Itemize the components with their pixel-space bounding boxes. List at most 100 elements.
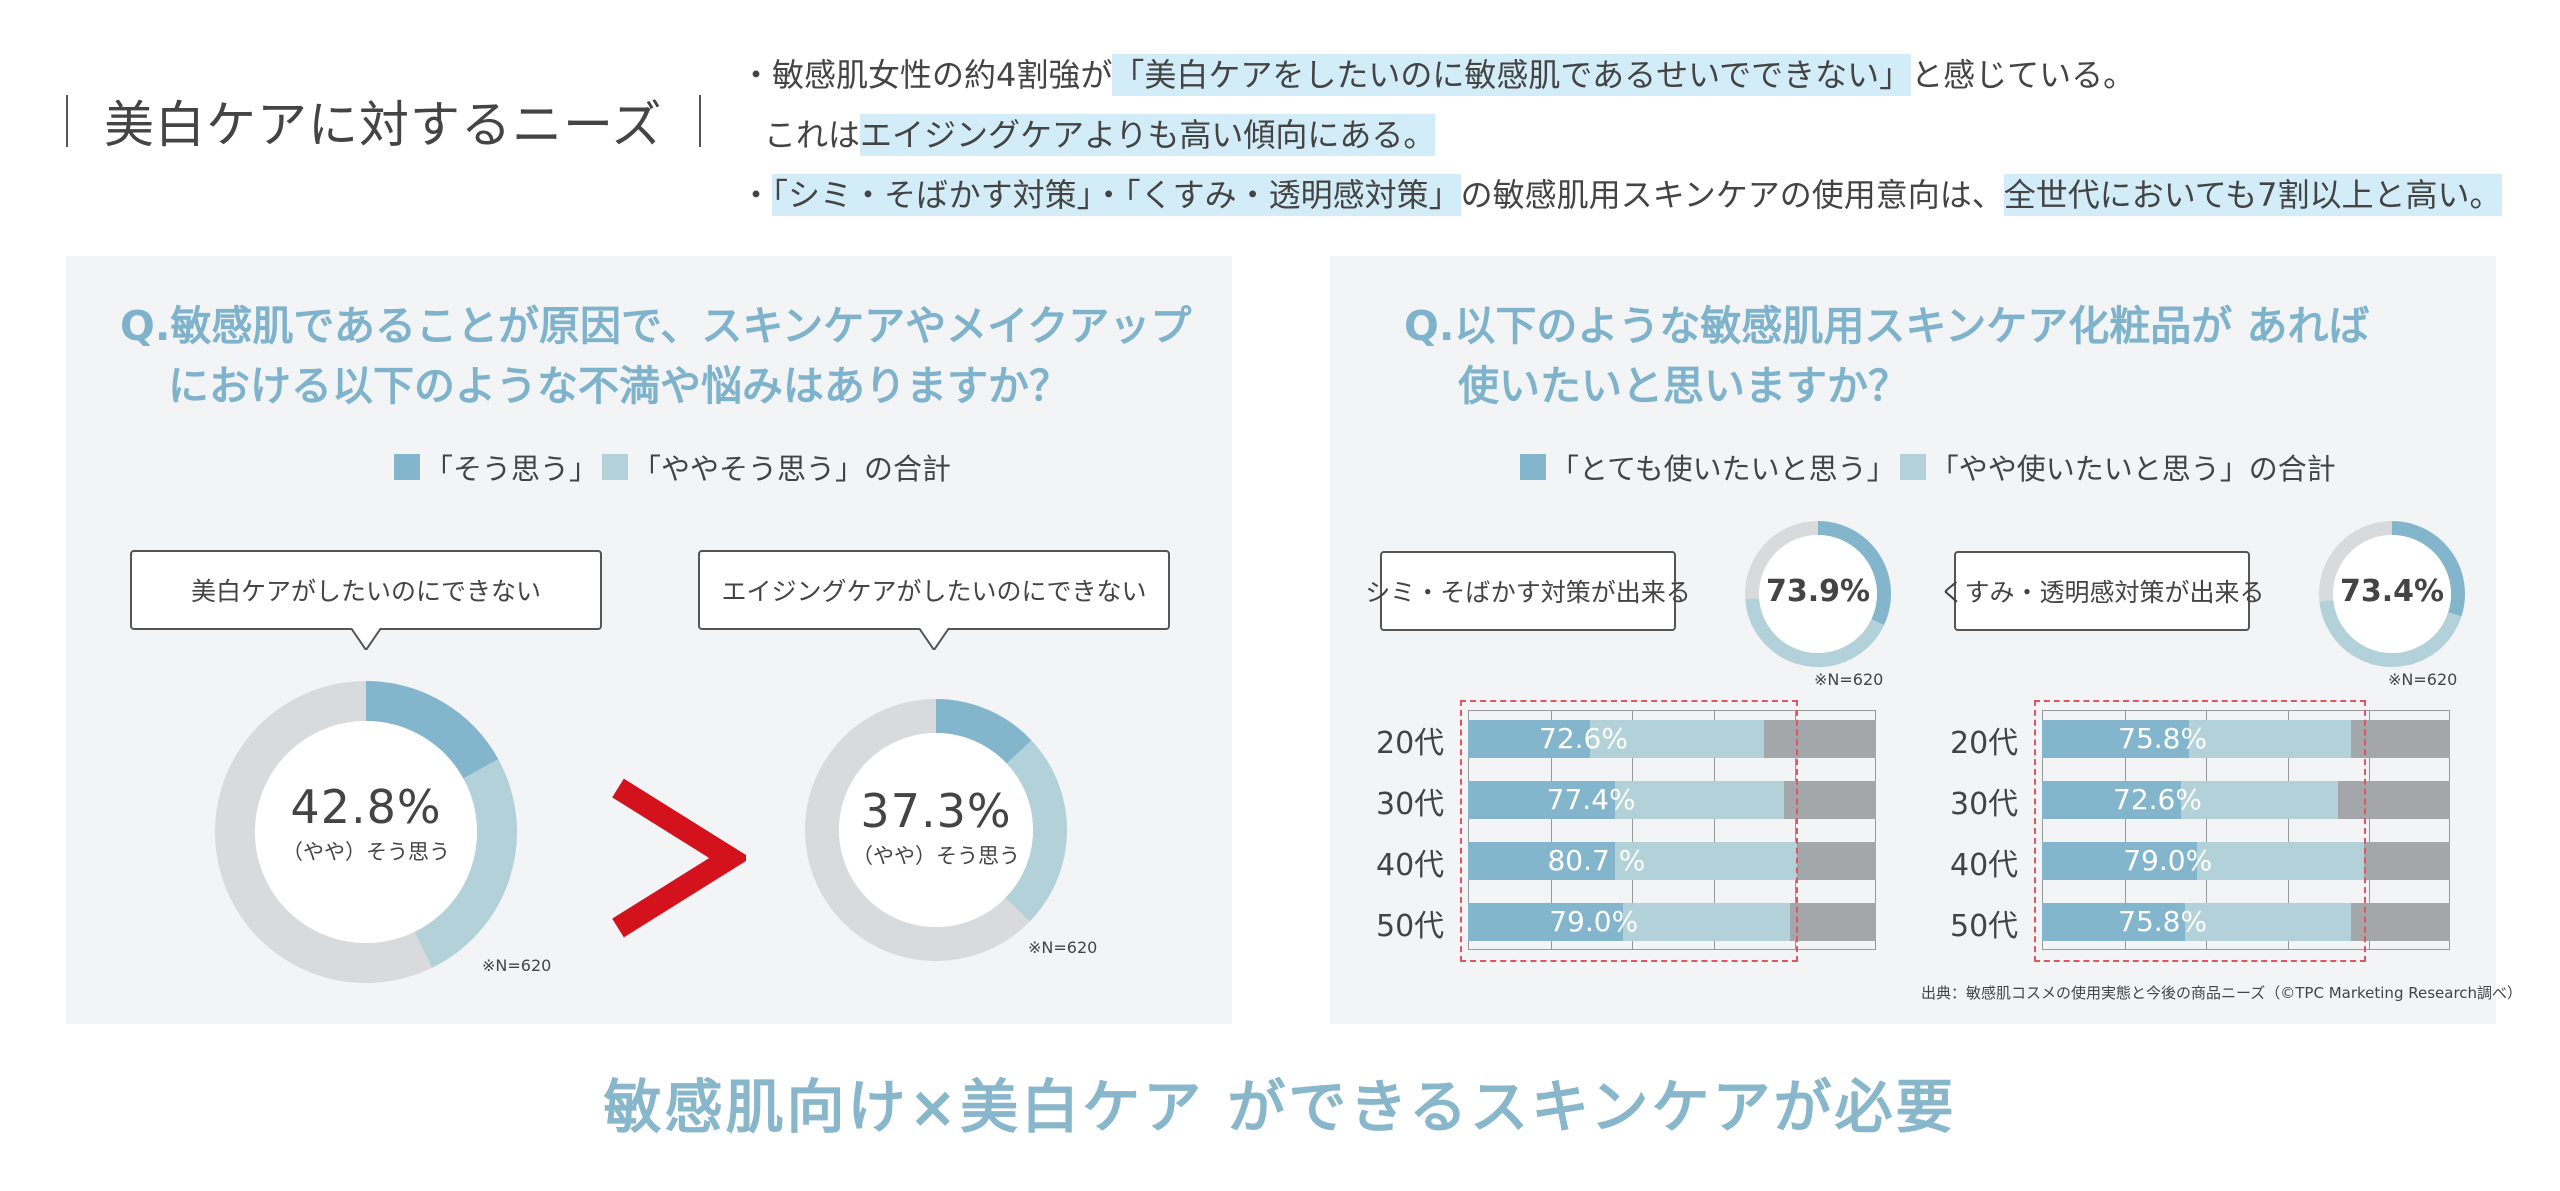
- bar-value-label: 72.6%: [2113, 783, 2202, 816]
- donut1-center: 42.8% （やや）そう思う: [266, 780, 466, 866]
- legend-label-light: 「ややそう思う」の合計: [632, 452, 952, 486]
- donut-slice-0: [935, 699, 1032, 764]
- bar-row: 75.8%: [2042, 903, 2450, 941]
- donut-slice-1: [1005, 740, 1067, 922]
- bar-segment: [2042, 720, 2189, 758]
- bullet-highlight: エイジングケアよりも高い傾向にある。: [860, 114, 1436, 156]
- right-question-line2: 使いたいと思いますか？: [1458, 362, 1909, 410]
- donut1-value: 42.8%: [290, 780, 442, 834]
- right-question: Q.以下のような敏感肌用スキンケア化粧品が あれば 使いたいと思いますか？: [1404, 296, 2369, 416]
- bar-gridline: [2124, 711, 2126, 949]
- bar-segment: [1468, 781, 1615, 819]
- bar-segment: [2184, 903, 2352, 941]
- bar-row: 79.0%: [1468, 903, 1876, 941]
- bar-row: 77.4%: [1468, 781, 1876, 819]
- bar-segment: [2338, 781, 2450, 819]
- bar-gridline: [2369, 711, 2371, 949]
- bar-segment: [1783, 781, 1876, 819]
- bar-segment: [1468, 720, 1591, 758]
- donut1-sub: （やや）そう思う: [282, 840, 450, 864]
- age-label: 50代: [1950, 909, 2019, 944]
- donut2-center: 37.3% （やや）そう思う: [836, 784, 1036, 870]
- donut-hole: [2333, 535, 2451, 653]
- donut-slice-1: [414, 759, 517, 968]
- greater-than-symbol: >: [606, 768, 746, 938]
- donut2-n-note: ※N=620: [1028, 938, 1098, 957]
- bar-value-label: 80.7 %: [1547, 844, 1646, 877]
- bullet-mark: ・: [740, 56, 773, 94]
- bar-segment: [2197, 842, 2365, 880]
- right-question-line1: Q.以下のような敏感肌用スキンケア化粧品が あれば: [1404, 302, 2370, 350]
- donut-slice-1: [1745, 597, 1885, 667]
- age-label: 30代: [1950, 787, 2019, 822]
- bar-grid: [1468, 710, 1876, 950]
- bullet-text: の敏感肌用スキンケアの使用意向は、: [1460, 176, 2004, 214]
- bullet-text: これは: [764, 116, 861, 154]
- bar-value-label: 75.8%: [2118, 905, 2208, 938]
- bar-value-label: 79.0%: [2123, 844, 2213, 877]
- bar-segment: [2351, 720, 2450, 758]
- bar-segment: [2042, 781, 2181, 819]
- title-text: 美白ケアに対するニーズ: [104, 96, 663, 154]
- bullet-highlight: 全世代においても7割以上と高い。: [2003, 174, 2502, 216]
- bar-segment: [1590, 720, 1765, 758]
- bar-gridline: [2206, 711, 2208, 949]
- donut-slice-0: [1817, 521, 1891, 626]
- callout-tail: [919, 628, 949, 650]
- legend-label-dark: 「とても使いたいと思う」: [1550, 452, 1896, 486]
- donut4-value: 73.4%: [2339, 574, 2445, 609]
- bullet-1b: これはエイジングケアよりも高い傾向にある。: [740, 105, 2502, 165]
- bar-row: 72.6%: [1468, 720, 1876, 758]
- right-panel: Q.以下のような敏感肌用スキンケア化粧品が あれば 使いたいと思いますか？ 「と…: [1330, 256, 2496, 1024]
- donut1-title: 美白ケアがしたいのにできない: [190, 577, 541, 606]
- legend-swatch-light: [602, 454, 629, 480]
- left-panel: Q.敏感肌であることが原因で、スキンケアやメイクアップ における以下のような不満…: [66, 256, 1232, 1024]
- donut-slice-2: [215, 681, 432, 983]
- summary-bullets: ・敏感肌女性の約4割強が「美白ケアをしたいのに敏感肌であるせいでできない」と感じ…: [740, 45, 2502, 225]
- bar-row: 79.0%: [2042, 842, 2450, 880]
- legend-label-light: 「やや使いたいと思う」の合計: [1929, 452, 2336, 486]
- age-label: 30代: [1376, 787, 1445, 822]
- bar-gridline: [2287, 711, 2289, 949]
- donut1-callout: 美白ケアがしたいのにできない: [130, 550, 602, 650]
- bar-segment: [2351, 903, 2450, 941]
- donut2-value: 37.3%: [860, 784, 1012, 838]
- bar-gridline: [1632, 711, 1634, 949]
- group1-label-text: シミ・そばかす対策が出来る: [1365, 578, 1691, 607]
- group2-label-text: くすみ・透明感対策が出来る: [1939, 578, 2265, 607]
- bullet-2: ・「シミ・そばかす対策」・「くすみ・透明感対策」の敏感肌用スキンケアの使用意向は…: [740, 165, 2502, 225]
- bar-segment: [1764, 720, 1876, 758]
- highlight-dashed-box-1: [1460, 700, 1798, 962]
- bar-grid: [2042, 710, 2450, 950]
- bar-segment: [1468, 842, 1615, 880]
- age-label: 20代: [1376, 726, 1445, 761]
- age-label: 40代: [1376, 848, 1445, 883]
- bar-gridline: [1713, 711, 1715, 949]
- age-label: 20代: [1950, 726, 2019, 761]
- bar-segment: [2188, 720, 2352, 758]
- comparison-symbol-text: >: [606, 768, 607, 769]
- bullet-text: 敏感肌女性の約4割強が: [772, 56, 1113, 94]
- bar-segment: [2180, 781, 2339, 819]
- bar-gridline: [1550, 711, 1552, 949]
- donut-slice-2: [2319, 521, 2393, 602]
- bar-segment: [1614, 842, 1798, 880]
- bar-segment: [2364, 842, 2450, 880]
- group2-label: くすみ・透明感対策が出来る: [1940, 551, 2265, 631]
- conclusion-text: 敏感肌向け×美白ケア ができるスキンケアが必要: [603, 1073, 1957, 1141]
- legend-swatch-dark: [1520, 454, 1546, 480]
- donut-slice-2: [805, 699, 1030, 961]
- group1-label: シミ・そばかす対策が出来る: [1365, 551, 1691, 631]
- bar-segment: [2042, 842, 2198, 880]
- donut3-value: 73.9%: [1765, 574, 1871, 609]
- section-title: 美白ケアに対するニーズ: [66, 90, 701, 154]
- right-legend: 「とても使いたいと思う」 「やや使いたいと思う」の合計: [1520, 446, 2336, 488]
- bar-segment: [1614, 781, 1784, 819]
- left-question-line1: Q.敏感肌であることが原因で、スキンケアやメイクアップ: [120, 302, 1192, 350]
- legend-swatch-dark: [394, 454, 420, 480]
- bullet-mark: ・: [740, 176, 773, 214]
- title-bar-right: [698, 95, 701, 147]
- donut-slice-0: [2391, 521, 2465, 617]
- donut2-sub: （やや）そう思う: [852, 844, 1020, 868]
- donut-hole: [1759, 535, 1877, 653]
